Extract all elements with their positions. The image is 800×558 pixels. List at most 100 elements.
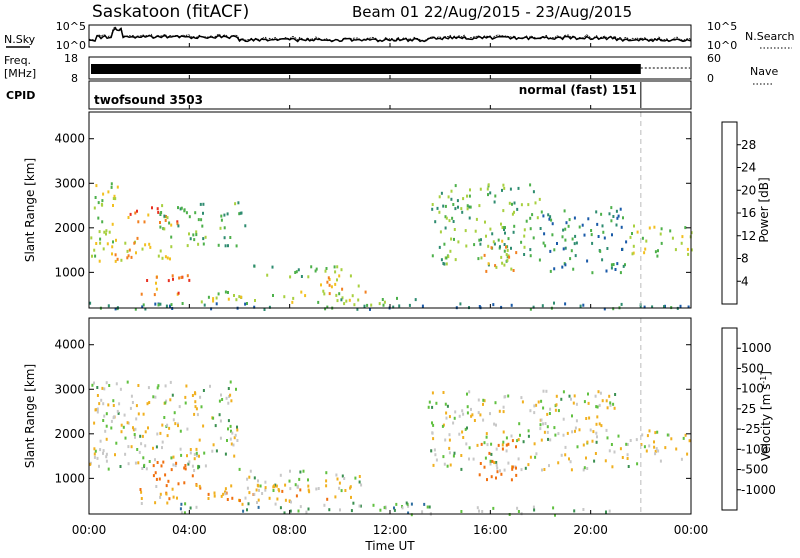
data-cell bbox=[134, 427, 137, 431]
data-cell bbox=[564, 445, 567, 449]
data-cell bbox=[101, 386, 104, 390]
data-cell bbox=[133, 433, 136, 436]
data-cell bbox=[527, 203, 530, 207]
data-cell bbox=[292, 296, 295, 300]
data-cell bbox=[515, 466, 517, 470]
data-cell bbox=[108, 230, 111, 234]
data-cell bbox=[307, 275, 310, 279]
data-cell bbox=[636, 230, 639, 234]
data-cell bbox=[227, 419, 230, 423]
data-cell bbox=[535, 403, 538, 407]
data-cell bbox=[579, 304, 582, 308]
data-cell bbox=[682, 436, 685, 440]
data-cell bbox=[164, 384, 167, 388]
data-cell bbox=[573, 242, 576, 246]
data-cell bbox=[326, 280, 329, 284]
data-cell bbox=[488, 451, 491, 455]
data-cell bbox=[335, 473, 338, 477]
data-cell bbox=[370, 303, 373, 307]
data-cell bbox=[552, 506, 555, 510]
data-cell bbox=[610, 263, 613, 267]
data-cell bbox=[540, 418, 543, 422]
data-cell bbox=[289, 275, 292, 279]
data-cell bbox=[557, 409, 560, 413]
data-cell bbox=[605, 510, 607, 514]
data-cell bbox=[107, 403, 110, 407]
data-cell bbox=[112, 416, 115, 420]
data-cell bbox=[197, 242, 200, 246]
data-cell bbox=[503, 226, 506, 229]
data-cell bbox=[612, 307, 615, 311]
data-cell bbox=[218, 413, 221, 417]
data-cell bbox=[561, 265, 564, 269]
data-cell bbox=[520, 396, 523, 400]
data-cell bbox=[501, 226, 504, 229]
data-cell bbox=[548, 464, 550, 468]
data-cell bbox=[244, 302, 247, 306]
data-cell bbox=[156, 386, 159, 390]
data-cell bbox=[168, 497, 171, 501]
data-cell bbox=[454, 410, 457, 414]
data-cell bbox=[608, 509, 611, 513]
data-cell bbox=[487, 193, 489, 197]
data-cell bbox=[444, 204, 447, 208]
data-cell bbox=[317, 487, 320, 490]
data-cell bbox=[144, 444, 147, 448]
data-cell bbox=[231, 496, 234, 500]
data-cell bbox=[501, 239, 504, 243]
data-cell bbox=[140, 502, 143, 505]
data-cell bbox=[166, 501, 169, 505]
data-cell bbox=[94, 254, 97, 258]
data-cell bbox=[443, 242, 446, 246]
data-cell bbox=[495, 476, 497, 480]
data-cell bbox=[469, 188, 471, 192]
data-cell bbox=[165, 304, 168, 308]
data-cell bbox=[333, 265, 336, 269]
data-cell bbox=[112, 399, 115, 403]
data-cell bbox=[493, 461, 496, 465]
data-cell bbox=[217, 243, 220, 247]
data-cell bbox=[174, 464, 177, 468]
data-cell bbox=[295, 270, 298, 274]
data-cell bbox=[449, 463, 452, 467]
data-cell bbox=[334, 282, 337, 286]
data-cell bbox=[105, 229, 108, 233]
data-cell bbox=[179, 429, 182, 433]
data-cell bbox=[621, 248, 623, 251]
data-cell bbox=[164, 473, 167, 477]
data-cell bbox=[170, 456, 173, 460]
data-cell bbox=[99, 439, 102, 443]
data-cell bbox=[479, 187, 482, 191]
data-cell bbox=[204, 235, 207, 239]
data-cell bbox=[612, 215, 615, 218]
data-cell bbox=[214, 424, 217, 428]
data-cell bbox=[131, 401, 134, 404]
data-cell bbox=[553, 267, 556, 271]
data-cell bbox=[603, 236, 606, 240]
data-cell bbox=[124, 241, 127, 245]
data-cell bbox=[207, 492, 210, 496]
data-cell bbox=[597, 235, 600, 238]
data-cell bbox=[338, 292, 341, 296]
data-cell bbox=[483, 465, 486, 469]
data-cell bbox=[529, 227, 532, 231]
data-cell bbox=[555, 403, 558, 407]
data-cell bbox=[171, 487, 174, 491]
data-cell bbox=[328, 283, 331, 287]
data-cell bbox=[248, 475, 251, 479]
data-cell bbox=[616, 262, 619, 266]
data-cell bbox=[639, 305, 642, 308]
data-cell bbox=[247, 502, 250, 506]
data-cell bbox=[240, 211, 243, 215]
data-cell bbox=[112, 197, 115, 200]
data-cell bbox=[629, 235, 632, 239]
data-cell bbox=[185, 211, 188, 215]
data-cell bbox=[179, 207, 182, 211]
data-cell bbox=[586, 440, 589, 444]
data-cell bbox=[111, 252, 113, 256]
data-cell bbox=[477, 411, 480, 415]
data-cell bbox=[268, 496, 271, 500]
data-cell bbox=[223, 213, 226, 217]
data-cell bbox=[523, 253, 526, 256]
data-cell bbox=[93, 206, 96, 210]
